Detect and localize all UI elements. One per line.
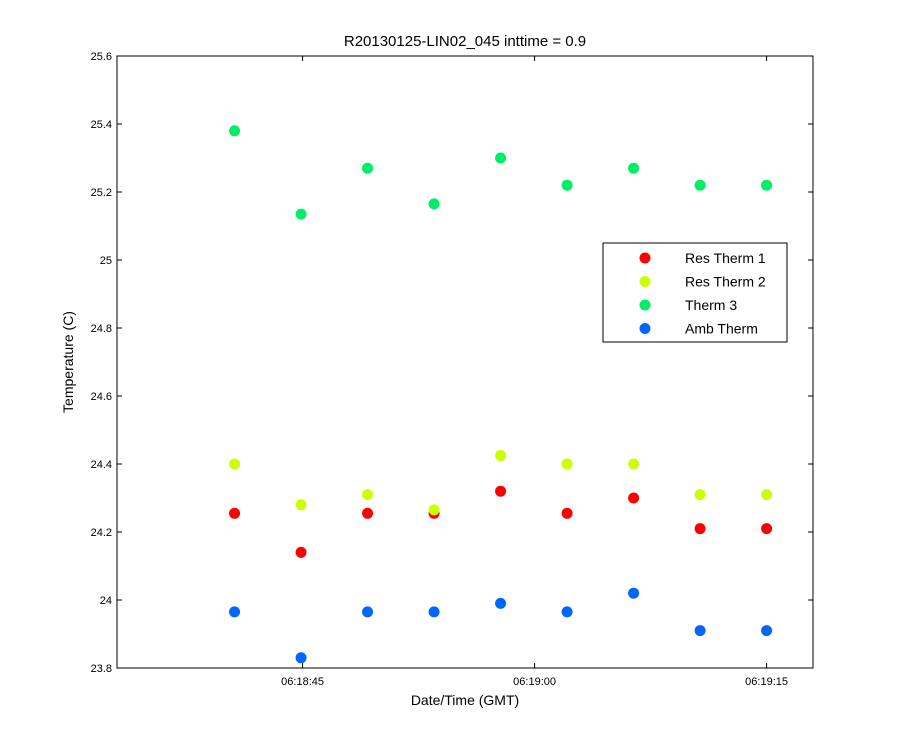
data-point [694, 523, 706, 535]
y-tick-label: 24.6 [91, 391, 112, 403]
data-point [761, 179, 773, 191]
legend-marker [639, 252, 651, 264]
data-point [428, 504, 440, 516]
data-point [628, 162, 640, 174]
legend-label: Therm 3 [685, 297, 737, 313]
data-point [761, 625, 773, 637]
x-tick-label: 06:19:15 [745, 676, 788, 688]
y-tick-label: 24.4 [91, 459, 112, 471]
data-point [761, 489, 773, 501]
data-point [495, 485, 507, 497]
data-point [229, 606, 241, 618]
legend-label: Amb Therm [685, 321, 758, 337]
data-point [362, 162, 374, 174]
data-point [495, 450, 507, 461]
data-point [229, 458, 241, 470]
legend-label: Res Therm 2 [685, 274, 766, 290]
data-point [428, 198, 440, 210]
data-point [561, 179, 573, 191]
y-tick-label: 25.4 [91, 119, 112, 131]
data-point [694, 489, 706, 501]
x-tick-label: 06:19:00 [513, 676, 556, 688]
data-point [761, 523, 773, 535]
y-tick-label: 25.6 [91, 51, 112, 63]
data-point [561, 507, 573, 519]
y-axis-label: Temperature (C) [60, 311, 76, 413]
ticks: 23.8 24 24.2 24.4 24.6 24.8 25 25.2 25.4 25.6 06:1… [91, 51, 813, 688]
x-tick-label: 06:18:45 [281, 676, 324, 688]
data-point [694, 625, 706, 637]
data-point [362, 489, 374, 501]
legend-marker [639, 323, 651, 334]
legend-marker [639, 299, 651, 311]
data-point [694, 179, 706, 191]
y-tick-label: 24.8 [91, 323, 112, 335]
data-point [362, 507, 374, 519]
plot-area [116, 55, 814, 669]
series-2 [229, 125, 773, 220]
y-tick-label: 25 [100, 255, 112, 267]
data-point [561, 458, 573, 470]
data-point [295, 208, 307, 220]
data-point [628, 587, 640, 599]
series-1 [229, 450, 773, 516]
legend-box [602, 242, 788, 343]
y-tick-label: 24.2 [91, 527, 112, 539]
data-point [229, 507, 241, 519]
legend: Res Therm 1 Res Therm 2 Therm 3 Amb Therm [602, 242, 788, 343]
legend-label: Res Therm 1 [685, 250, 766, 266]
data-point [229, 125, 241, 137]
chart-title: R20130125-LIN02_045 inttime = 0.9 [344, 33, 586, 50]
y-tick-label: 24 [100, 595, 112, 607]
data-point [428, 606, 440, 618]
y-tick-label: 25.2 [91, 187, 112, 199]
data-point [561, 606, 573, 618]
data-point [628, 458, 640, 470]
data-points [229, 125, 773, 664]
legend-marker [639, 276, 651, 287]
data-point [295, 652, 307, 664]
data-point [295, 546, 307, 558]
data-point [295, 499, 307, 511]
data-point [628, 492, 640, 504]
data-point [495, 152, 507, 164]
series-0 [229, 485, 773, 558]
data-point [362, 606, 374, 618]
x-axis-label: Date/Time (GMT) [411, 692, 519, 708]
series-3 [229, 587, 773, 664]
data-point [495, 597, 507, 609]
y-tick-label: 23.8 [91, 663, 112, 675]
